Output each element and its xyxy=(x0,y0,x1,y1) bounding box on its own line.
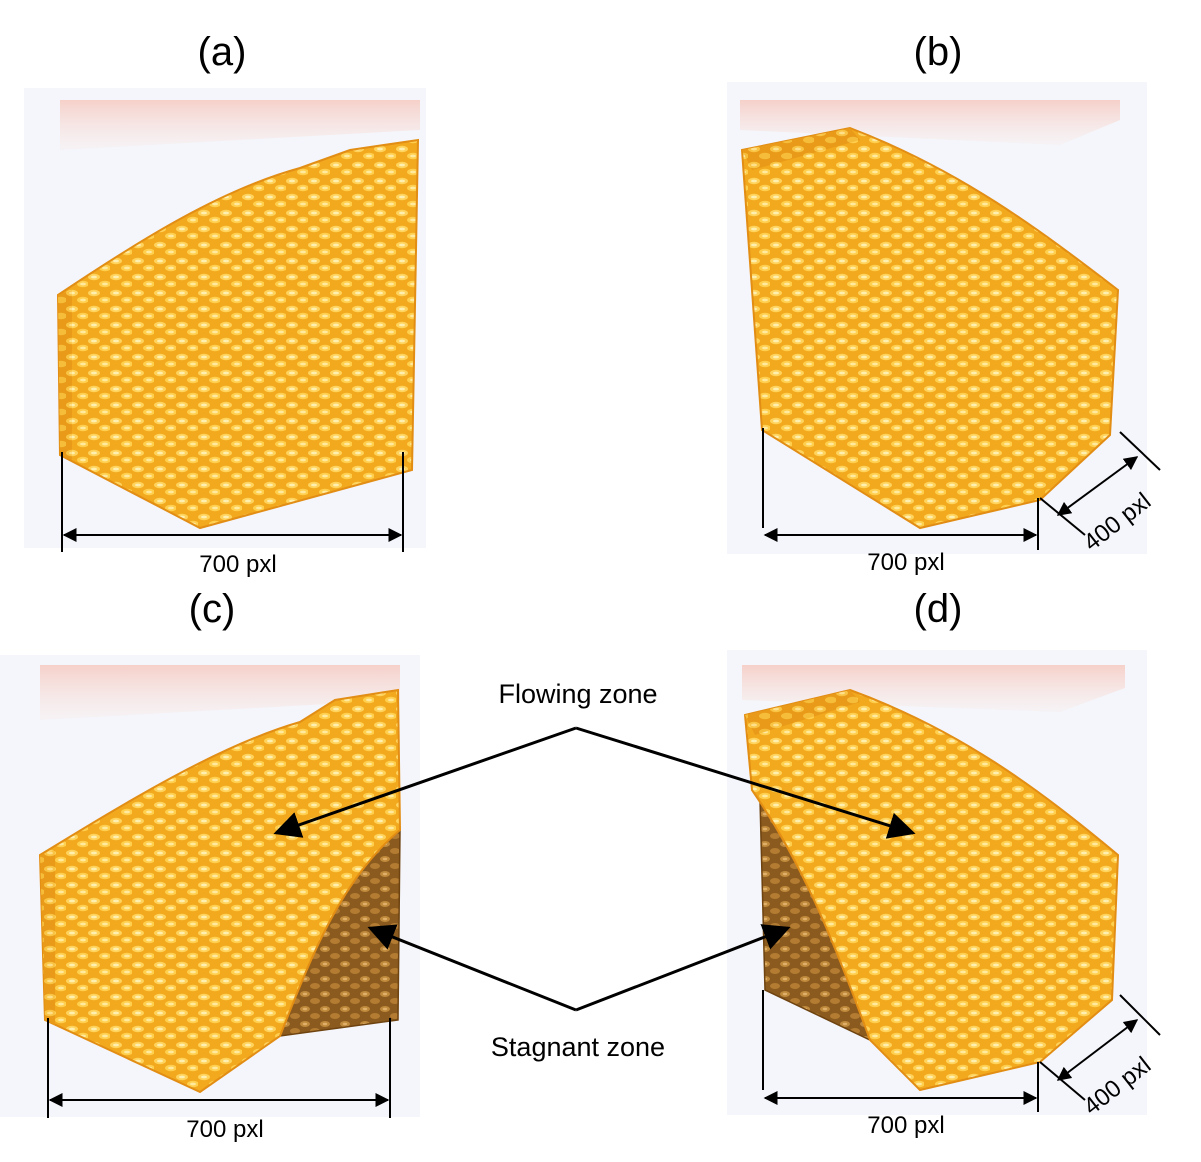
zone-annotations: Flowing zone Stagnant zone xyxy=(273,679,916,1062)
depth-extension-d-far xyxy=(1119,994,1161,1036)
grain-top-d xyxy=(745,690,860,735)
width-label-a: 700 pxl xyxy=(199,551,276,578)
depth-dimension-arrow-d xyxy=(1056,1019,1139,1081)
depth-dimension-arrow-b xyxy=(1056,456,1139,516)
container-wall-a xyxy=(60,100,420,150)
grain-pile-a xyxy=(56,138,420,530)
stagnant-zone-arrow-left xyxy=(367,924,577,1012)
panel-a: (a) 700 pxl xyxy=(24,30,426,578)
grain-top-b xyxy=(742,128,860,170)
panel-label-c: (c) xyxy=(189,587,236,631)
depth-extension-b-far xyxy=(1119,431,1161,471)
flowing-zone-label: Flowing zone xyxy=(498,679,657,709)
depth-extension-d-near xyxy=(1039,1061,1086,1101)
grain-side-a xyxy=(58,290,72,460)
panel-b: (b) 700 pxl 400 pxl xyxy=(727,30,1161,576)
container-wall-c xyxy=(40,665,400,720)
panel-label-d: (d) xyxy=(914,587,963,631)
width-label-d: 700 pxl xyxy=(867,1112,944,1139)
panel-label-a: (a) xyxy=(198,30,247,74)
width-label-c: 700 pxl xyxy=(186,1116,263,1143)
depth-extension-b-near xyxy=(1039,497,1086,536)
stagnant-zone-arrow-right xyxy=(575,924,791,1012)
panel-d: (d) 700 pxl 400 pxl xyxy=(727,587,1161,1139)
stagnant-zone-label: Stagnant zone xyxy=(491,1032,665,1062)
panel-label-b: (b) xyxy=(914,30,963,74)
grain-pile-b xyxy=(740,126,1120,530)
flowing-zone-arrow-right xyxy=(575,726,916,839)
flowing-zone-c xyxy=(38,688,402,1094)
flowing-zone-arrow-left xyxy=(273,726,577,838)
grain-side-c xyxy=(40,850,55,1025)
width-label-b: 700 pxl xyxy=(867,549,944,576)
panel-c: (c) 700 pxl xyxy=(0,587,420,1143)
